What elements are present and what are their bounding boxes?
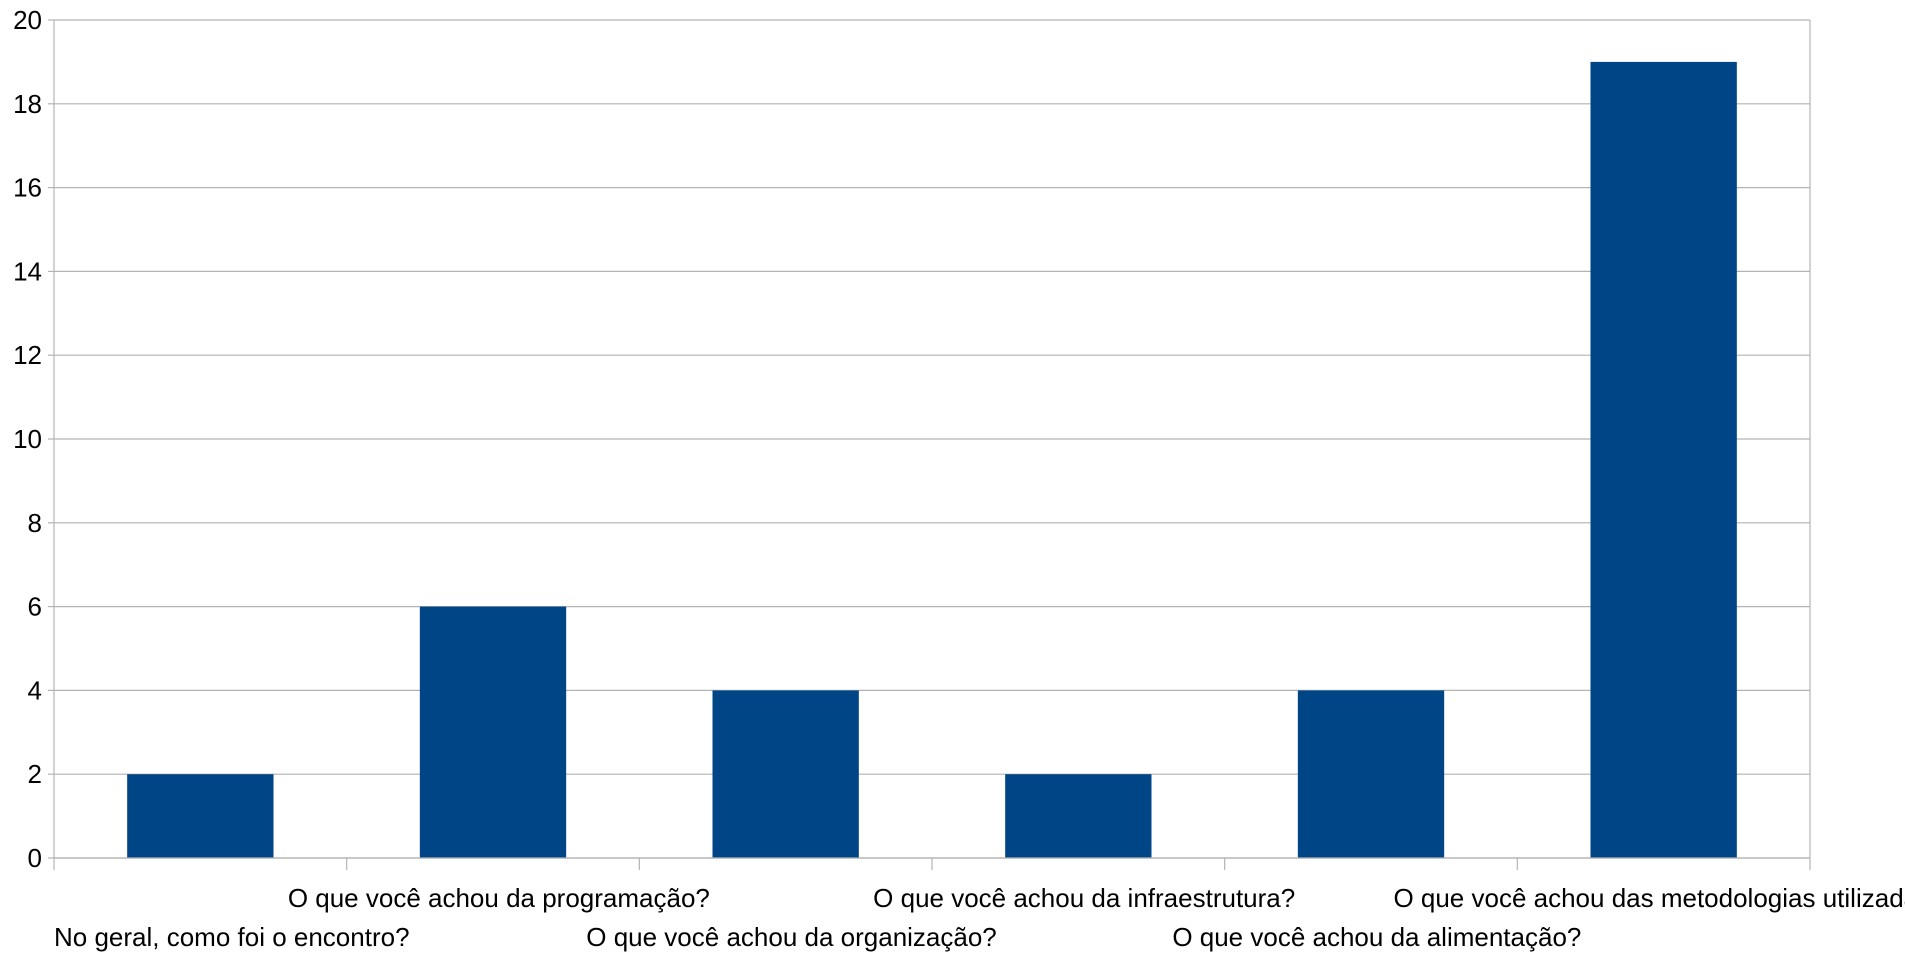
x-category-label: O que você achou da infraestrutura?	[873, 883, 1295, 913]
y-tick-label: 0	[28, 843, 42, 873]
x-tick-labels: No geral, como foi o encontro? O que você…	[54, 883, 1905, 952]
bar	[419, 606, 567, 858]
y-tick-labels: 0 2 4 6 8 10 12 14 16 18 20	[13, 5, 42, 873]
x-category-label: O que você achou das metodologias utiliz…	[1393, 883, 1905, 913]
bar	[1590, 61, 1737, 858]
y-tick-label: 14	[13, 256, 42, 286]
axes	[48, 19, 1811, 870]
bar	[1005, 774, 1152, 858]
y-tick-label: 8	[28, 508, 42, 538]
x-category-label: No geral, como foi o encontro?	[54, 922, 410, 952]
bar	[712, 690, 859, 858]
y-tick-label: 6	[28, 592, 42, 622]
y-tick-label: 12	[13, 340, 42, 370]
y-tick-label: 10	[13, 424, 42, 454]
y-tick-label: 16	[13, 173, 42, 203]
y-tick-label: 2	[28, 759, 42, 789]
x-category-label: O que você achou da organização?	[586, 922, 997, 952]
x-category-label: O que você achou da programação?	[288, 883, 710, 913]
bar	[127, 774, 274, 858]
bars	[127, 61, 1737, 858]
grid-lines	[54, 19, 1810, 859]
y-tick-label: 18	[13, 89, 42, 119]
y-tick-label: 20	[13, 5, 42, 35]
bar	[1297, 690, 1445, 858]
x-category-label: O que você achou da alimentação?	[1172, 922, 1581, 952]
y-tick-label: 4	[28, 675, 42, 705]
